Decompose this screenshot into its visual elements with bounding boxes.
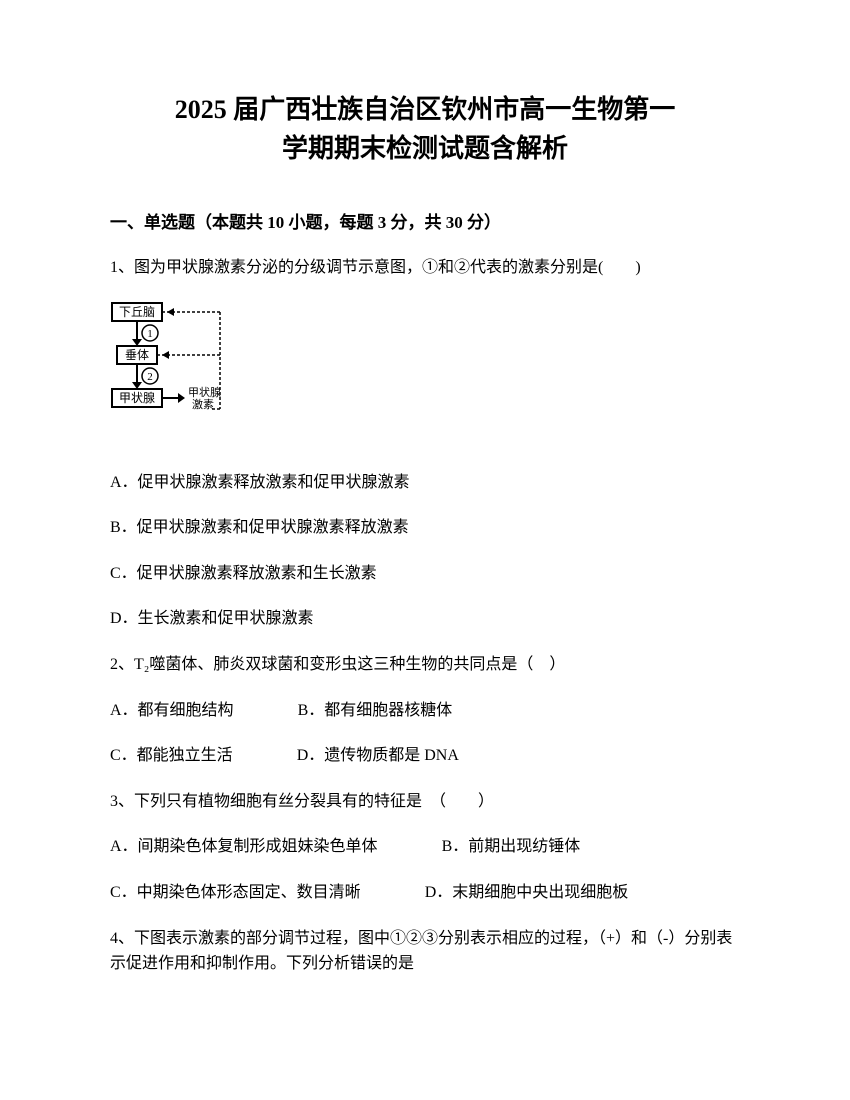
- question-2-stem: 2、T₂噬菌体、肺炎双球菌和变形虫这三种生物的共同点是（ ）: [110, 652, 740, 678]
- q2-option-b: B．都有细胞器核糖体: [298, 698, 453, 724]
- title-line-2: 学期期末检测试题含解析: [110, 129, 740, 168]
- q3-option-c: C．中期染色体形态固定、数目清晰: [110, 880, 361, 906]
- q1-option-b: B．促甲状腺激素和促甲状腺激素释放激素: [110, 515, 740, 541]
- diagram-circle-1: 1: [147, 328, 153, 340]
- section-header: 一、单选题（本题共 10 小题，每题 3 分，共 30 分）: [110, 208, 740, 233]
- q1-option-d: D．生长激素和促甲状腺激素: [110, 606, 740, 632]
- q2-option-d: D．遗传物质都是 DNA: [297, 743, 459, 769]
- hormone-diagram-svg: 下丘脑 1 垂体 2 甲状腺 甲状腺 激素: [110, 301, 270, 441]
- q2-option-a: A．都有细胞结构: [110, 698, 234, 724]
- diagram-box-1: 下丘脑: [119, 305, 155, 319]
- diagram-output-2: 激素: [192, 397, 214, 411]
- question-1-diagram: 下丘脑 1 垂体 2 甲状腺 甲状腺 激素: [110, 301, 270, 446]
- q1-option-c: C．促甲状腺激素释放激素和生长激素: [110, 561, 740, 587]
- q2-option-c: C．都能独立生活: [110, 743, 233, 769]
- q3-option-a: A．间期染色体复制形成姐妹染色单体: [110, 834, 378, 860]
- question-2-options: A．都有细胞结构 B．都有细胞器核糖体 C．都能独立生活 D．遗传物质都是 DN…: [110, 698, 740, 769]
- title-line-1: 2025 届广西壮族自治区钦州市高一生物第一: [110, 90, 740, 129]
- diagram-box-3: 甲状腺: [119, 391, 155, 405]
- question-3-options: A．间期染色体复制形成姐妹染色单体 B．前期出现纺锤体 C．中期染色体形态固定、…: [110, 834, 740, 905]
- question-3-stem: 3、下列只有植物细胞有丝分裂具有的特征是 （ ）: [110, 789, 740, 815]
- question-1-options: A．促甲状腺激素释放激素和促甲状腺激素 B．促甲状腺激素和促甲状腺激素释放激素 …: [110, 470, 740, 632]
- question-1-stem: 1、图为甲状腺激素分泌的分级调节示意图，①和②代表的激素分别是( ): [110, 255, 740, 281]
- diagram-box-2: 垂体: [125, 348, 149, 362]
- diagram-circle-2: 2: [147, 371, 153, 383]
- diagram-output-1: 甲状腺: [188, 385, 221, 399]
- q3-option-b: B．前期出现纺锤体: [442, 834, 581, 860]
- q1-option-a: A．促甲状腺激素释放激素和促甲状腺激素: [110, 470, 740, 496]
- question-4-stem: 4、下图表示激素的部分调节过程，图中①②③分别表示相应的过程，（+）和（-）分别…: [110, 926, 740, 977]
- page-title: 2025 届广西壮族自治区钦州市高一生物第一 学期期末检测试题含解析: [110, 90, 740, 168]
- q3-option-d: D．末期细胞中央出现细胞板: [425, 880, 629, 906]
